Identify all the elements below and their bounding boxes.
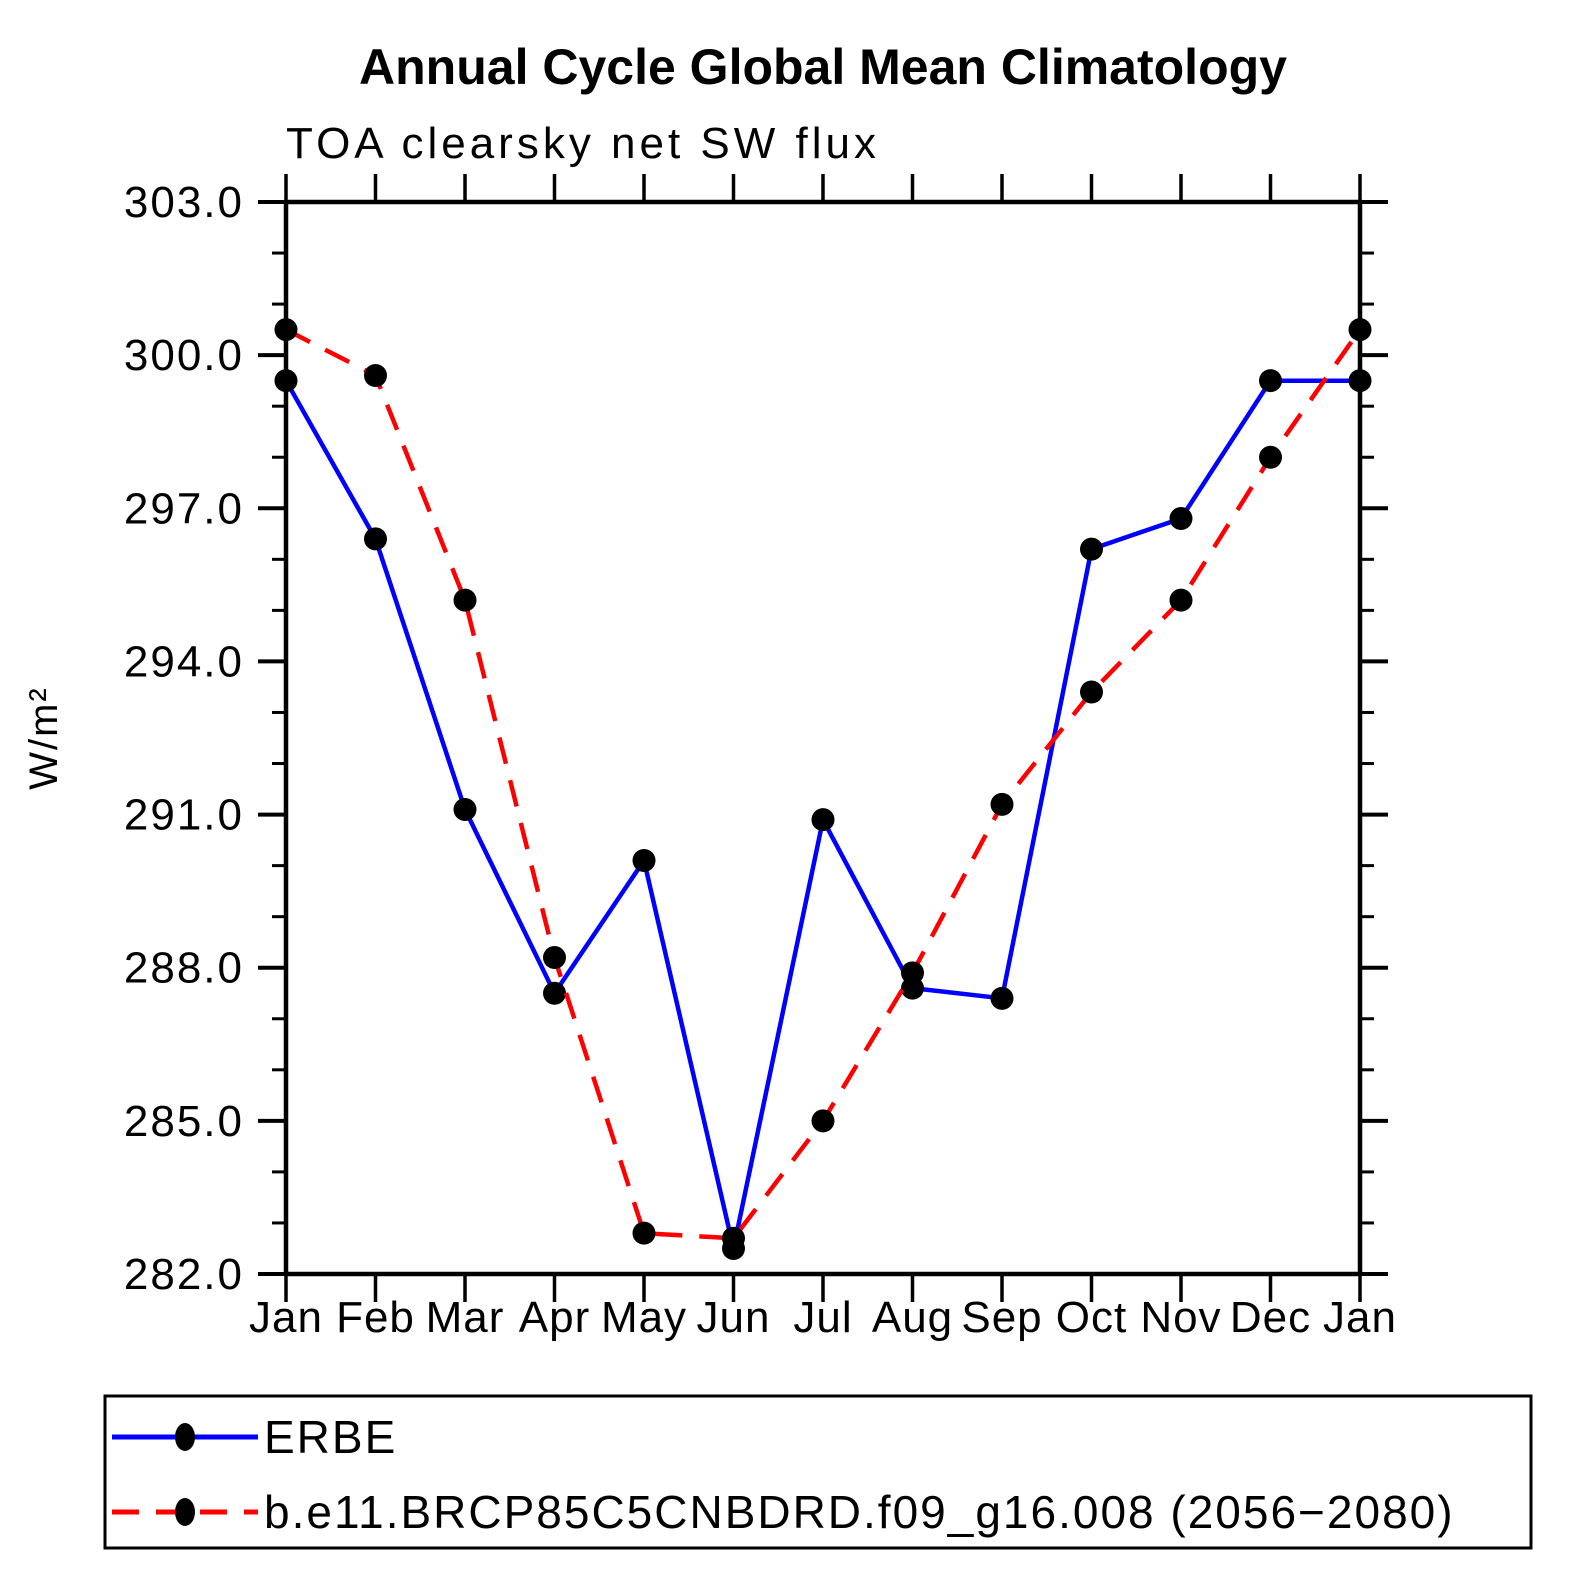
data-point-marker bbox=[1080, 680, 1103, 704]
data-point-marker bbox=[990, 986, 1014, 1010]
y-tick-label: 294.0 bbox=[124, 637, 244, 686]
legend-label-model: b.e11.BRCP85C5CNBDRD.f09_g16.008 (2056−2… bbox=[264, 1486, 1455, 1538]
x-tick-label: Jun bbox=[697, 1293, 771, 1342]
legend-box bbox=[103, 1394, 1533, 1550]
x-tick-label: Mar bbox=[426, 1293, 505, 1342]
data-point-marker bbox=[1348, 369, 1372, 393]
data-point-marker bbox=[274, 318, 298, 342]
x-tick-label: Oct bbox=[1056, 1293, 1127, 1342]
data-point-marker bbox=[453, 797, 477, 821]
x-tick-label: Nov bbox=[1140, 1293, 1221, 1342]
x-tick-label: Dec bbox=[1230, 1293, 1311, 1342]
data-point-marker bbox=[543, 981, 566, 1005]
y-tick-label: 291.0 bbox=[124, 791, 244, 840]
data-point-marker bbox=[1259, 369, 1282, 393]
x-tick-label: Jul bbox=[793, 1293, 852, 1342]
data-point-marker bbox=[1169, 506, 1193, 530]
plot-area: 282.0 285.0 288.0 291.0 294.0 297.0 300.0 303.0… bbox=[124, 174, 1397, 1342]
series-line-model bbox=[284, 327, 1362, 1241]
data-point-marker bbox=[811, 808, 835, 832]
x-tick-label: Jan bbox=[1323, 1293, 1397, 1342]
data-point-marker bbox=[990, 792, 1014, 816]
x-tick-label: Feb bbox=[336, 1293, 415, 1342]
x-tick-label: Sep bbox=[961, 1293, 1042, 1342]
legend-marker-erbe bbox=[175, 1423, 195, 1451]
data-point-marker bbox=[543, 946, 566, 970]
data-point-marker bbox=[1348, 318, 1372, 342]
data-point-marker bbox=[901, 961, 924, 985]
legend-label-erbe: ERBE bbox=[264, 1411, 397, 1463]
data-point-marker bbox=[1169, 588, 1193, 612]
legend-item-erbe: ERBE bbox=[112, 1411, 397, 1463]
data-point-marker bbox=[364, 364, 387, 388]
y-tick-label: 300.0 bbox=[124, 331, 244, 380]
x-tick-label: Aug bbox=[872, 1293, 953, 1342]
data-point-marker bbox=[632, 1221, 656, 1245]
data-point-marker bbox=[632, 849, 656, 873]
data-point-marker bbox=[364, 527, 387, 551]
x-tick-label: May bbox=[601, 1293, 687, 1342]
y-tick-label: 285.0 bbox=[124, 1097, 244, 1146]
x-tick-label: Jan bbox=[249, 1293, 323, 1342]
y-tick-label: 297.0 bbox=[124, 484, 244, 533]
data-point-marker bbox=[453, 588, 477, 612]
y-tick-label: 282.0 bbox=[124, 1250, 244, 1299]
y-axis-label: W/m² bbox=[22, 686, 66, 790]
legend-item-model: b.e11.BRCP85C5CNBDRD.f09_g16.008 (2056−2… bbox=[112, 1486, 1455, 1538]
chart-subtitle: TOA clearsky net SW flux bbox=[286, 119, 880, 168]
y-tick-label: 303.0 bbox=[124, 178, 244, 227]
y-tick-label: 288.0 bbox=[124, 944, 244, 993]
data-point-marker bbox=[1259, 445, 1282, 469]
data-point-marker bbox=[722, 1226, 745, 1250]
page-title: Annual Cycle Global Mean Climatology bbox=[359, 39, 1287, 95]
legend: ERBE b.e11.BRCP85C5CNBDRD.f09_g16.008 (2… bbox=[103, 1394, 1533, 1550]
x-tick-label: Apr bbox=[519, 1293, 590, 1342]
legend-marker-model bbox=[175, 1498, 195, 1526]
data-point-marker bbox=[1080, 537, 1103, 561]
data-point-marker bbox=[811, 1109, 835, 1133]
data-point-marker bbox=[274, 369, 298, 393]
